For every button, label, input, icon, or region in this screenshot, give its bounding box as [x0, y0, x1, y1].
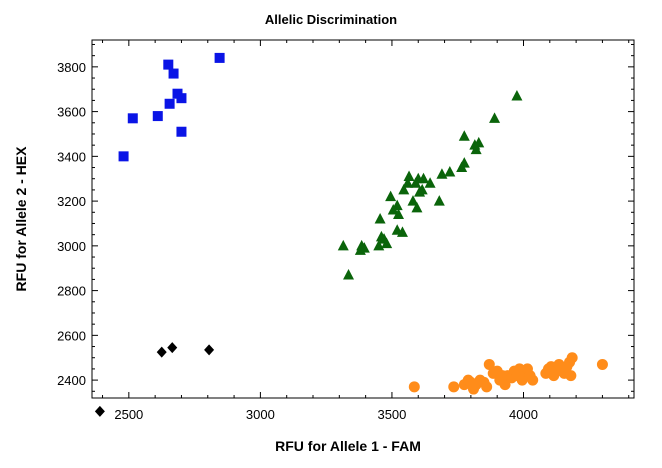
triangle-point: [444, 166, 456, 177]
square-point: [168, 68, 179, 79]
y-tick-label: 3400: [57, 149, 86, 164]
y-tick-label: 3600: [57, 105, 86, 120]
triangle-point: [343, 268, 355, 280]
x-tick-label: 3500: [377, 407, 406, 422]
circle-point: [483, 358, 495, 370]
y-axis-label: RFU for Allele 2 - HEX: [13, 146, 29, 292]
square-point: [176, 93, 187, 104]
y-tick-label: 2600: [57, 328, 86, 343]
triangle-point: [374, 213, 386, 224]
diamond-point: [94, 405, 105, 417]
circle-point: [565, 370, 577, 382]
triangle-point: [473, 136, 485, 148]
x-tick-label: 4000: [509, 407, 538, 422]
square-point: [127, 113, 138, 124]
circle-point: [499, 379, 511, 391]
triangle-point: [398, 183, 410, 195]
triangle-point: [337, 239, 349, 251]
circle-point: [566, 352, 578, 364]
triangle-point: [396, 226, 408, 237]
triangle-point: [433, 195, 445, 206]
diamond-point: [156, 346, 167, 358]
circle-point: [527, 374, 539, 386]
triangle-point: [458, 130, 470, 141]
triangle-point: [381, 237, 393, 249]
data-points: [94, 52, 608, 417]
circle-point: [408, 381, 420, 393]
y-tick-label: 3200: [57, 194, 86, 209]
triangle-point: [385, 190, 397, 202]
triangle-point: [511, 89, 523, 101]
y-tick-label: 2400: [57, 373, 86, 388]
x-axis-label: RFU for Allele 1 - FAM: [275, 438, 421, 454]
square-point: [214, 52, 225, 63]
x-tick-label: 2500: [114, 407, 143, 422]
square-point: [163, 59, 174, 70]
square-point: [152, 111, 163, 122]
axis-ticks: 2500 3000 3500 4000 2400 2600 2800 3000 3200 3400…: [57, 40, 634, 422]
square-point: [118, 151, 129, 162]
square-point: [164, 98, 175, 109]
triangle-point: [458, 157, 470, 168]
y-tick-label: 3800: [57, 60, 86, 75]
y-tick-label: 2800: [57, 284, 86, 299]
triangle-point: [411, 201, 423, 213]
x-tick-label: 3000: [246, 407, 275, 422]
triangle-point: [402, 177, 414, 188]
triangle-point: [489, 112, 501, 123]
triangle-point: [407, 195, 419, 206]
triangle-point: [393, 208, 405, 220]
diamond-point: [167, 342, 178, 354]
circle-point: [481, 381, 493, 393]
triangle-point: [358, 242, 370, 253]
diamond-point: [204, 344, 215, 356]
y-tick-label: 3000: [57, 239, 86, 254]
triangle-point: [470, 143, 482, 155]
triangle-point: [391, 199, 403, 211]
triangle-point: [418, 172, 430, 184]
triangle-point: [403, 170, 415, 181]
circle-point: [596, 358, 608, 370]
triangle-point: [416, 183, 428, 195]
circle-point: [448, 381, 460, 393]
chart-title: Allelic Discrimination: [265, 12, 397, 27]
square-point: [176, 126, 187, 137]
triangle-point: [424, 177, 436, 188]
